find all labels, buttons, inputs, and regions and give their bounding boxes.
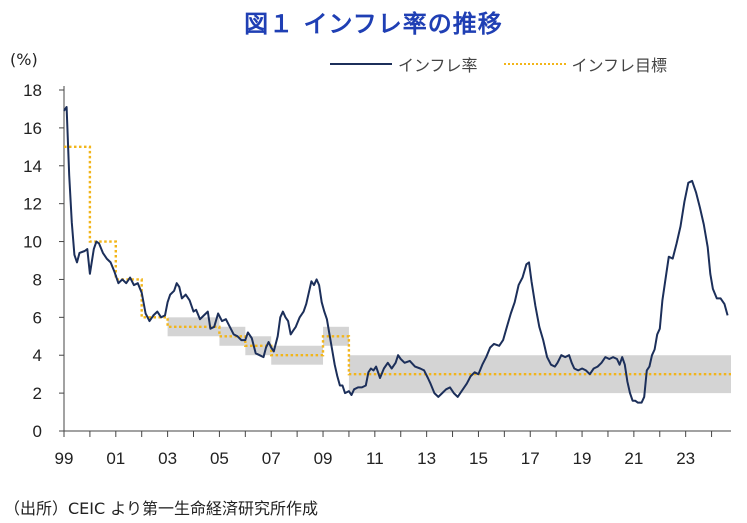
y-tick-label: 0 (33, 422, 42, 441)
legend-label-inflation: インフレ率 (398, 56, 478, 75)
x-tick-label: 17 (521, 449, 540, 468)
x-tick-label: 21 (624, 449, 643, 468)
y-tick-label: 8 (33, 270, 42, 289)
target-band-1 (219, 326, 246, 346)
y-tick-label: 4 (33, 346, 42, 365)
series-line-inflation-target (64, 145, 731, 376)
y-tick-label: 12 (23, 195, 42, 214)
y-tick-label: 18 (23, 81, 42, 100)
x-tick-label: 01 (106, 449, 125, 468)
y-tick-label: 10 (23, 233, 42, 252)
y-tick-label: 16 (23, 119, 42, 138)
x-tick-label: 11 (366, 449, 384, 468)
x-tick-label: 15 (469, 449, 488, 468)
legend-label-target: インフレ目標 (571, 56, 668, 75)
series-line-inflation-rate (63, 106, 729, 404)
x-tick-label: 19 (573, 449, 592, 468)
y-tick-label: 2 (33, 384, 42, 403)
x-tick-label: 09 (314, 449, 333, 468)
source-note: （出所）CEIC より第一生命経済研究所作成 (4, 499, 318, 518)
x-tick-label: 03 (158, 449, 177, 468)
x-tick-label: 23 (676, 449, 695, 468)
legend-item-target: インフレ目標 (503, 52, 668, 76)
chart-title: 図１ インフレ率の推移 (244, 10, 503, 38)
x-tick-label: 05 (210, 449, 229, 468)
legend-dotted-line-swatch (503, 63, 566, 65)
x-tick-label: 07 (262, 449, 281, 468)
y-axis-unit-label: (%) (10, 50, 38, 69)
x-tick-label: 99 (55, 449, 74, 468)
y-tick-label: 6 (33, 308, 42, 327)
legend-item-inflation: インフレ率 (330, 52, 478, 76)
y-tick-label: 14 (23, 157, 42, 176)
target-band-0 (167, 317, 220, 337)
chart-legend: インフレ率 インフレ目標 (330, 52, 693, 76)
x-tick-label: 13 (417, 449, 436, 468)
legend-solid-line-swatch (330, 63, 392, 65)
